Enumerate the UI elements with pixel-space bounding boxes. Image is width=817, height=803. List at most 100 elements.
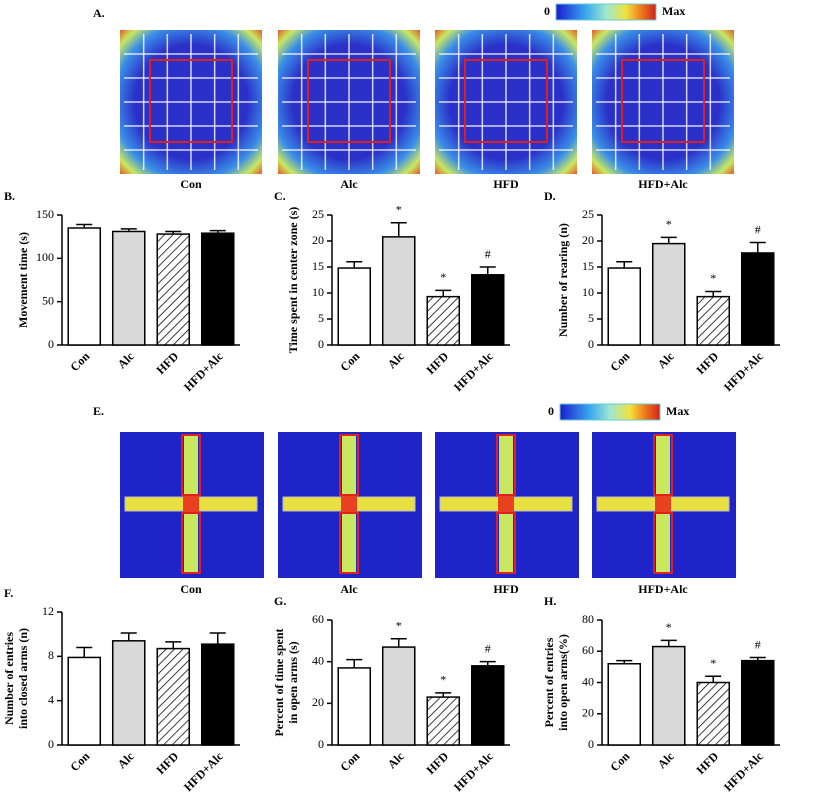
x-tick-label: HFD+Alc [451,349,496,394]
y-tick-label: 40 [582,674,594,688]
condition-label: HFD+Alc [638,582,688,596]
error-bar [390,222,407,237]
panel-label: H. [544,594,556,608]
bar [651,645,686,746]
x-tick-label: HFD+Alc [721,749,766,794]
y-tick-label: 80 [582,612,594,626]
bar [740,659,775,746]
center-zone [621,59,705,143]
error-bar [705,675,722,683]
x-tick-label: HFD [693,349,721,377]
bar [111,230,146,346]
error-bar [76,223,93,228]
open-arm [339,434,359,496]
error-bar [479,660,496,666]
color-scale [559,403,661,421]
y-axis-label: into closed arms (n) [16,628,30,729]
center-zone [149,59,233,143]
y-tick-label: 15 [582,259,594,273]
error-bar [76,646,93,658]
condition-label: Alc [340,177,358,191]
significance-mark: * [666,217,672,231]
maze-center [183,496,199,512]
y-tick-label: 20 [312,233,324,247]
x-tick-label: HFD [423,749,451,777]
y-tick-label: 20 [582,233,594,247]
color-scale [555,3,657,21]
x-tick-label: Alc [115,749,138,772]
open-arm [653,434,673,496]
y-tick-label: 10 [582,285,594,299]
x-tick-label: HFD [153,349,181,377]
significance-mark: * [396,619,402,633]
bar [156,233,191,346]
bar [426,696,461,746]
condition-label: Alc [340,582,358,596]
error-bar [346,658,363,668]
significance-mark: # [755,637,761,651]
open-arm [181,434,201,496]
y-tick-label: 4 [48,692,54,706]
bar [696,681,731,746]
open-arm [181,512,201,574]
significance-mark: # [485,247,491,261]
x-tick-label: Con [607,749,632,774]
open-arm [339,512,359,574]
y-tick-label: 0 [48,737,54,751]
x-tick-label: HFD [423,349,451,377]
x-tick-label: Alc [115,349,138,372]
y-axis-label: Number of rearing (n) [556,223,570,337]
error-bar [165,641,182,649]
significance-mark: # [755,222,761,236]
y-tick-label: 25 [582,207,594,221]
significance-mark: * [440,673,446,687]
y-tick-label: 0 [318,737,324,751]
y-tick-label: 0 [588,737,594,751]
bar [381,236,416,346]
y-tick-label: 5 [318,311,324,325]
maze-center [655,496,671,512]
error-bar [660,639,677,647]
bar [381,646,416,746]
scale-max: Max [666,404,689,418]
maze-center [341,496,357,512]
y-axis-label: Movement time (s) [16,232,30,328]
y-tick-label: 0 [48,337,54,351]
x-tick-label: HFD [693,749,721,777]
error-bar [616,261,633,269]
bar [67,656,102,746]
x-tick-label: HFD+Alc [721,349,766,394]
error-bar [435,692,452,698]
y-tick-label: 50 [42,293,54,307]
center-zone [464,59,548,143]
bar [337,667,372,746]
error-bar [209,229,226,234]
y-tick-label: 100 [36,250,54,264]
panel-label: F. [4,586,13,600]
x-tick-label: Alc [655,349,678,372]
panel-label: E. [93,404,104,418]
y-tick-label: 40 [312,653,324,667]
x-tick-label: Con [337,749,362,774]
panel-label: B. [4,189,15,203]
y-tick-label: 150 [36,207,54,221]
y-axis-label: Percent of time spent [272,628,286,736]
error-bar [749,241,766,253]
bar [696,295,731,346]
scale-min: 0 [548,404,554,418]
condition-label: Con [180,177,202,191]
significance-mark: * [710,656,716,670]
bar [740,252,775,346]
center-zone [307,59,391,143]
y-tick-label: 60 [312,612,324,626]
x-tick-label: Alc [385,349,408,372]
y-axis-label: Percent of entries [542,637,556,727]
y-tick-label: 0 [318,337,324,351]
bar [470,665,505,746]
panel-label: G. [274,594,286,608]
y-tick-label: 8 [48,648,54,662]
error-bar [120,228,137,232]
open-arm [653,512,673,574]
significance-mark: * [710,271,716,285]
panel-label: A. [93,6,105,20]
